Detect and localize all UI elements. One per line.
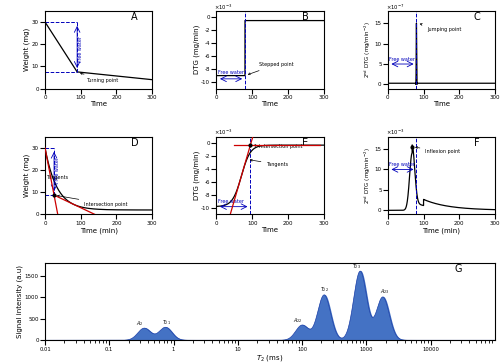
X-axis label: Time: Time — [433, 101, 450, 107]
X-axis label: Time (min): Time (min) — [80, 227, 118, 233]
Text: Free water: Free water — [218, 199, 244, 205]
Text: Tangents: Tangents — [250, 159, 288, 167]
Text: Tangents: Tangents — [46, 175, 68, 180]
X-axis label: Time: Time — [262, 101, 278, 107]
Y-axis label: 2$^{\rm nd}$ DTG (mg/min$^{-2}$): 2$^{\rm nd}$ DTG (mg/min$^{-2}$) — [363, 21, 373, 78]
Y-axis label: Weight (mg): Weight (mg) — [24, 28, 30, 71]
Y-axis label: DTG (mg/min): DTG (mg/min) — [194, 151, 200, 200]
Text: $A_2$: $A_2$ — [136, 319, 143, 328]
Text: B: B — [302, 12, 309, 22]
X-axis label: $T_2$ (ms): $T_2$ (ms) — [256, 353, 283, 362]
Text: $T_{21}$: $T_{21}$ — [162, 318, 171, 327]
Y-axis label: 2$^{\rm nd}$ DTG (mg/min$^{-2}$): 2$^{\rm nd}$ DTG (mg/min$^{-2}$) — [363, 147, 373, 204]
Text: Intersection point: Intersection point — [254, 144, 303, 150]
Text: $\times10^{-3}$: $\times10^{-3}$ — [214, 2, 232, 12]
Text: C: C — [474, 12, 480, 22]
Y-axis label: Weight (mg): Weight (mg) — [24, 154, 30, 197]
Text: $T_{22}$: $T_{22}$ — [320, 285, 330, 294]
Text: G: G — [454, 264, 462, 274]
Text: A: A — [130, 12, 138, 22]
Text: $A_{23}$: $A_{23}$ — [380, 287, 389, 296]
Text: Free water: Free water — [389, 162, 415, 167]
Text: $\times10^{-3}$: $\times10^{-3}$ — [214, 128, 232, 137]
Text: F: F — [474, 138, 479, 148]
Text: D: D — [130, 138, 138, 148]
Text: $T_{23}$: $T_{23}$ — [352, 262, 361, 270]
Text: $\times10^{-3}$: $\times10^{-3}$ — [386, 128, 404, 137]
Text: Free water: Free water — [218, 70, 244, 75]
X-axis label: Time (min): Time (min) — [422, 227, 461, 233]
Text: Stepped point: Stepped point — [248, 62, 294, 75]
Text: Inflexion point: Inflexion point — [416, 147, 461, 154]
Y-axis label: DTG (mg/min): DTG (mg/min) — [194, 25, 200, 75]
Text: Jumping point: Jumping point — [420, 24, 462, 32]
Text: Free water: Free water — [55, 157, 60, 183]
Text: Free water: Free water — [78, 35, 83, 62]
Text: $\times10^{-7}$: $\times10^{-7}$ — [386, 2, 404, 12]
Text: Free water: Free water — [390, 57, 415, 62]
Y-axis label: Signal intensity (a.u): Signal intensity (a.u) — [17, 265, 24, 338]
Text: Intersection point: Intersection point — [58, 195, 128, 207]
Text: $A_{22}$: $A_{22}$ — [294, 316, 303, 324]
Text: Turning point: Turning point — [80, 73, 118, 83]
X-axis label: Time: Time — [262, 227, 278, 233]
Text: E: E — [302, 138, 308, 148]
X-axis label: Time: Time — [90, 101, 107, 107]
